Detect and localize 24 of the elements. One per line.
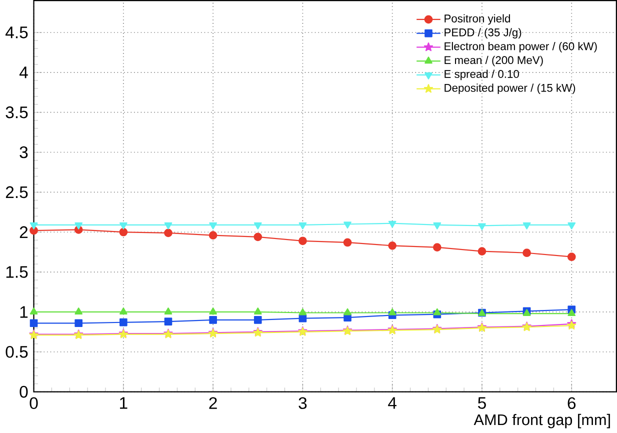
x-tick-label: 3 [298,397,307,409]
y-tick-label: 3.5 [6,106,28,118]
y-tick-label: 2 [20,226,28,238]
x-tick-label: 5 [478,397,486,409]
y-tick-label: 0 [20,386,28,398]
y-tick-label: 3 [20,146,28,158]
legend-label: Positron yield [444,14,510,24]
y-tick-label: 2.5 [6,186,28,198]
x-axis-title: AMD front gap [mm] [474,414,610,428]
x-tick-label: 6 [568,397,576,409]
x-tick-label: 4 [388,397,396,409]
y-tick-label: 0.5 [6,346,28,358]
legend-label: PEDD / (35 J/g) [444,28,522,38]
legend-label: E spread / 0.10 [444,70,519,80]
legend-label: Electron beam power / (60 kW) [444,42,597,52]
x-tick-label: 2 [209,397,217,409]
legend-label: Deposited power / (15 kW) [444,83,576,94]
x-tick-label: 1 [120,397,128,409]
y-tick-label: 4 [19,66,28,78]
legend-label: E mean / (200 MeV) [444,56,543,66]
y-tick-label: 1 [20,306,28,318]
y-tick-label: 1.5 [6,266,28,278]
y-tick-label: 4.5 [6,26,28,38]
x-tick-label: 0 [30,397,38,409]
